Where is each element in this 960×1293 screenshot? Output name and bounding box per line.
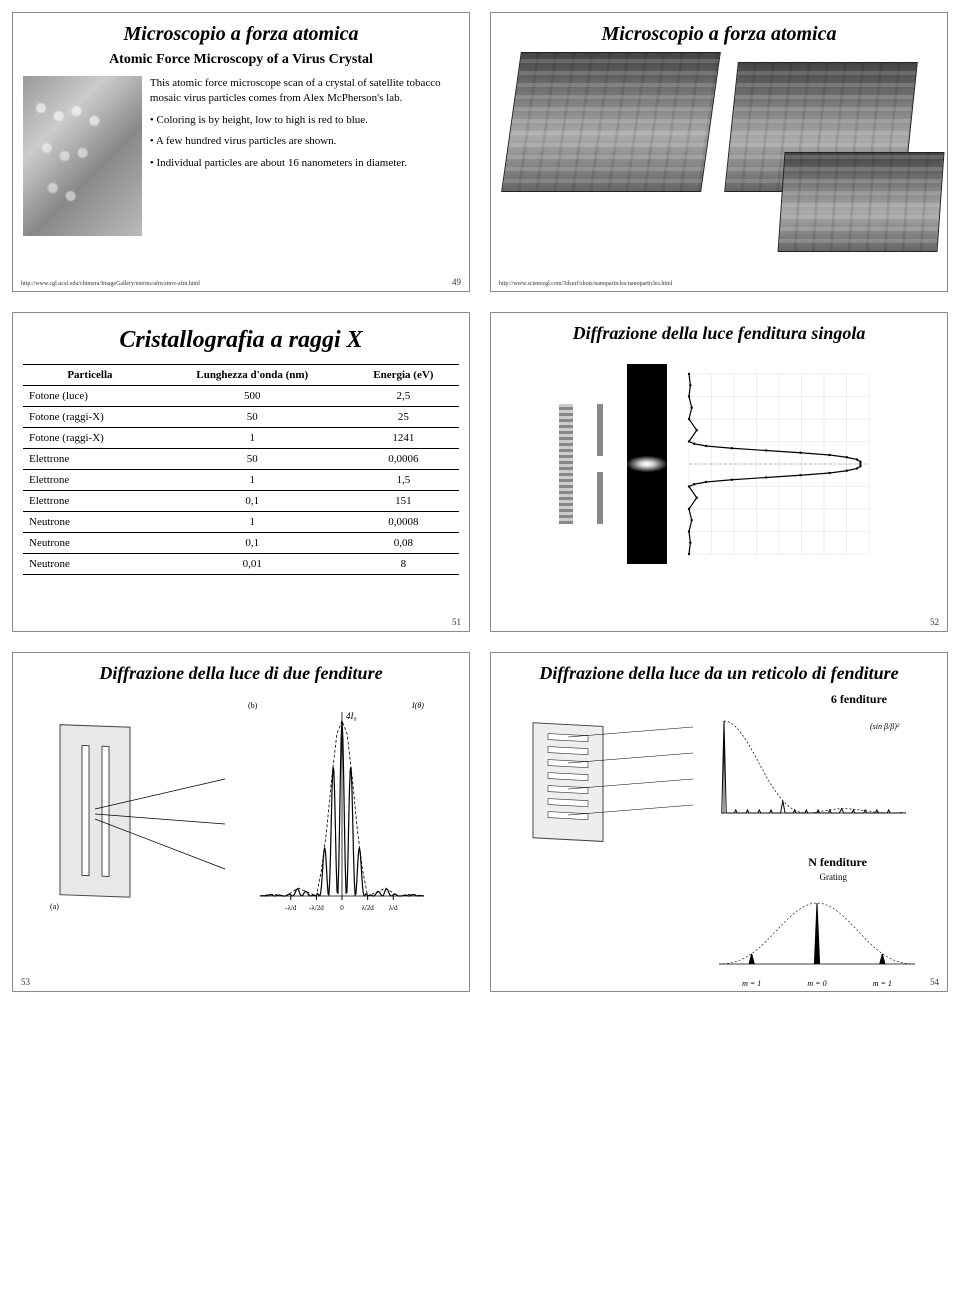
cell: 0,0006 [348,449,459,470]
label-n: N fenditure [808,855,867,870]
svg-text:m = 0: m = 0 [807,979,826,988]
svg-text:(sin β/β)²: (sin β/β)² [870,722,900,731]
light-source-icon [559,404,573,524]
slide-double-slit: Diffrazione della luce di due fenditure … [12,652,470,992]
slide-number: 52 [930,617,939,627]
cell: Fotone (raggi-X) [23,407,157,428]
cell: Elettrone [23,491,157,512]
cell: 0,0008 [348,512,459,533]
cell: Neutrone [23,533,157,554]
col-header: Particella [23,365,157,386]
title: Diffrazione della luce di due fenditure [23,663,459,684]
slide-afm-virus: Microscopio a forza atomica Atomic Force… [12,12,470,292]
table-row: Elettrone11,5 [23,470,459,491]
col-header: Energia (eV) [348,365,459,386]
cell: 50 [157,407,348,428]
cell: 0,08 [348,533,459,554]
title: Microscopio a forza atomica [23,23,459,46]
bullet: • A few hundred virus particles are show… [150,134,459,149]
cell: 8 [348,554,459,575]
table-row: Neutrone10,0008 [23,512,459,533]
double-slit-geometry: (a) [40,694,230,914]
bullet: • Individual particles are about 16 nano… [150,156,459,171]
table-row: Fotone (luce)5002,5 [23,386,459,407]
slide-afm-surface: Microscopio a forza atomica http://www.s… [490,12,948,292]
svg-text:(a): (a) [50,902,59,911]
cell: Fotone (luce) [23,386,157,407]
cell: Fotone (raggi-X) [23,428,157,449]
title: Diffrazione della luce da un reticolo di… [501,663,937,684]
svg-text:-λ/d: -λ/d [285,904,297,912]
cell: 1 [157,428,348,449]
cell: 0,01 [157,554,348,575]
label-six: 6 fenditure [831,692,887,707]
table-row: Neutrone0,10,08 [23,533,459,554]
double-slit-intensity-plot: 4I₀ I(θ) (b) -λ/d -λ/2d 0 λ/2d λ/d [242,694,442,914]
table-row: Elettrone0,1151 [23,491,459,512]
svg-text:λ/2d: λ/2d [361,904,374,912]
cell: 500 [157,386,348,407]
cell: 25 [348,407,459,428]
surface-plot [501,52,721,192]
subtitle: Atomic Force Microscopy of a Virus Cryst… [23,52,459,68]
slide-single-slit: Diffrazione della luce fenditura singola… [490,312,948,632]
col-header: Lunghezza d'onda (nm) [157,365,348,386]
cell: 1 [157,512,348,533]
n-slit-plot: m = 1 m = 0 m = 1 [707,888,927,988]
bullet-list: This atomic force microscope scan of a c… [150,76,459,236]
slide-grating: Diffrazione della luce da un reticolo di… [490,652,948,992]
diffraction-pattern [627,364,667,564]
svg-text:(b): (b) [248,701,258,710]
slide-number: 49 [452,277,461,287]
surface-plot [778,152,945,252]
cell: 2,5 [348,386,459,407]
svg-text:m = 1: m = 1 [873,979,892,988]
six-slit-plot: (sin β/β)² [710,707,920,827]
slide-number: 54 [930,977,939,987]
table-row: Fotone (raggi-X)11241 [23,428,459,449]
cell: Elettrone [23,470,157,491]
label-grating: Grating [820,872,848,882]
single-slit-icon [585,404,615,524]
slide-crystallography: Cristallografia a raggi X Particella Lun… [12,312,470,632]
svg-text:I(θ): I(θ) [411,701,424,710]
table-row: Elettrone500,0006 [23,449,459,470]
surface-images [501,52,937,252]
cell: 50 [157,449,348,470]
title: Diffrazione della luce fenditura singola [501,323,937,344]
svg-text:-λ/2d: -λ/2d [309,904,324,912]
table-row: Neutrone0,018 [23,554,459,575]
slide-number: 51 [452,617,461,627]
particle-table: Particella Lunghezza d'onda (nm) Energia… [23,364,459,575]
cell: 151 [348,491,459,512]
cell: Elettrone [23,449,157,470]
title: Cristallografia a raggi X [23,327,459,354]
svg-text:0: 0 [340,904,344,912]
cell: Neutrone [23,512,157,533]
cell: 1241 [348,428,459,449]
intensity-plot [679,364,879,564]
bullet: This atomic force microscope scan of a c… [150,76,459,107]
grating-geometry [518,707,698,847]
svg-text:m = 1: m = 1 [742,979,761,988]
table-row: Fotone (raggi-X)5025 [23,407,459,428]
bullet: • Coloring is by height, low to high is … [150,113,459,128]
footer-url: http://www.sciencegl.com/3dsurf/shots/na… [499,281,672,287]
svg-text:λ/d: λ/d [389,904,398,912]
cell: 0,1 [157,533,348,554]
cell: 0,1 [157,491,348,512]
cell: Neutrone [23,554,157,575]
afm-image [23,76,142,236]
title: Microscopio a forza atomica [501,23,937,46]
cell: 1 [157,470,348,491]
cell: 1,5 [348,470,459,491]
svg-text:4I₀: 4I₀ [346,711,357,721]
slide-number: 53 [21,977,30,987]
footer-url: http://www.cgl.ucsf.edu/chimera/ImageGal… [21,281,200,287]
